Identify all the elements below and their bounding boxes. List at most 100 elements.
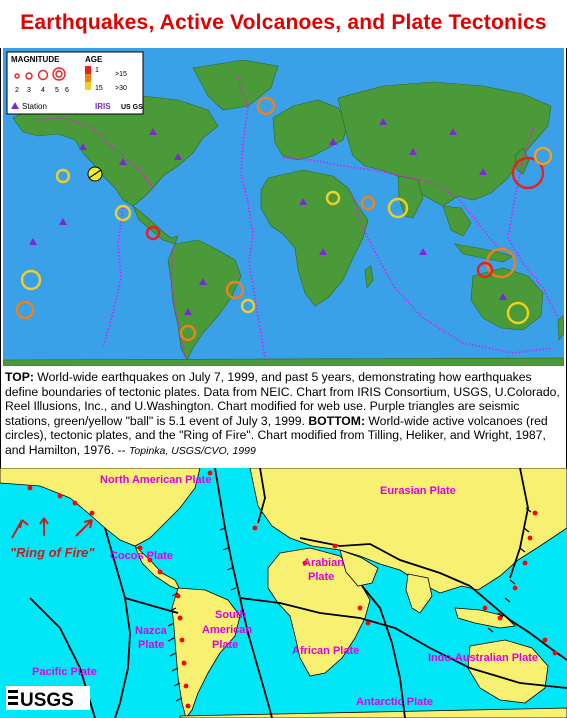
landmass-south-america bbox=[171, 587, 241, 718]
volcano-marker bbox=[302, 560, 308, 566]
legend-age-15: 15 bbox=[95, 85, 103, 92]
label-pacific-plate: Pacific Plate bbox=[32, 666, 97, 678]
volcano-marker bbox=[207, 470, 213, 476]
plate-boundary bbox=[469, 585, 567, 661]
volcano-marker bbox=[89, 510, 95, 516]
caption-bottom-text: World-wide active volcanoes (red circles… bbox=[5, 413, 548, 457]
legend-magnitude-2: 2 bbox=[15, 87, 19, 94]
volcano-marker bbox=[532, 510, 538, 516]
landmass-south-america bbox=[167, 239, 242, 361]
indian-ocean-ridge-quakes bbox=[352, 197, 554, 354]
earthquake-ring bbox=[533, 146, 553, 166]
caption-credit: Topinka, USGS/CVO, 1999 bbox=[128, 444, 256, 457]
label-cocos-plate: Cocos Plate bbox=[110, 550, 173, 562]
label-eurasian-plate: Eurasian Plate bbox=[380, 485, 456, 497]
earthquake-ring bbox=[511, 156, 545, 190]
station-marker bbox=[29, 238, 37, 245]
station-marker bbox=[499, 293, 507, 300]
plate-boundary bbox=[257, 468, 266, 524]
volcano-marker bbox=[137, 545, 143, 551]
station-marker bbox=[184, 308, 192, 315]
station-marker bbox=[199, 278, 207, 285]
legend-magnitude-4: 4 bbox=[41, 87, 45, 94]
label-nazca-plate-line1: Nazca bbox=[135, 625, 168, 637]
legend-magnitude-6: 6 bbox=[65, 87, 69, 94]
volcano-plate-map: North American Plate Eurasian Plate Arab… bbox=[0, 468, 567, 718]
legend-age-1: 1 bbox=[95, 67, 99, 74]
mid-atlantic-ridge-quakes bbox=[237, 77, 266, 359]
volcano-marker bbox=[181, 660, 187, 666]
earthquake-ring bbox=[20, 269, 42, 291]
plate-boundary bbox=[124, 597, 179, 614]
volcano-marker bbox=[57, 493, 63, 499]
july-3-event-ball bbox=[87, 166, 103, 182]
station-marker bbox=[299, 198, 307, 205]
landmass-australia bbox=[467, 639, 549, 704]
volcano-marker bbox=[185, 703, 191, 709]
landmass-indonesia bbox=[454, 243, 514, 263]
label-arabian-plate-line1: Arabian bbox=[303, 557, 344, 569]
volcano-marker bbox=[175, 593, 181, 599]
usgs-logo-text: USGS bbox=[20, 690, 74, 711]
station-marker bbox=[379, 118, 387, 125]
legend-magnitude-label: MAGNITUDE bbox=[11, 55, 60, 64]
earthquake-ring bbox=[225, 280, 245, 300]
station-marker bbox=[149, 128, 157, 135]
volcano-marker bbox=[482, 605, 488, 611]
earthquake-ring bbox=[240, 298, 256, 314]
landmass-japan bbox=[514, 147, 530, 175]
station-marker bbox=[419, 248, 427, 255]
earthquake-ring bbox=[114, 204, 132, 222]
plate-boundary bbox=[104, 527, 131, 718]
earthquake-ring bbox=[360, 195, 376, 211]
legend: MAGNITUDE AGE 2 3 4 5 6 1 >15 15 >30 Sta… bbox=[6, 51, 144, 115]
ring-of-fire-arrow bbox=[39, 517, 49, 536]
caption-bottom-heading: BOTTOM: bbox=[308, 413, 366, 428]
landmass-africa bbox=[260, 169, 369, 307]
plate-boundary bbox=[361, 585, 406, 718]
volcano-marker bbox=[512, 585, 518, 591]
earthquake-ring bbox=[476, 261, 494, 279]
volcano-marker bbox=[332, 543, 338, 549]
page-title: Earthquakes, Active Volcanoes, and Plate… bbox=[20, 11, 547, 34]
subduction-ticks bbox=[219, 527, 237, 591]
legend-station-label: Station bbox=[22, 102, 47, 111]
landmass-australia bbox=[470, 267, 544, 331]
volcano-marker bbox=[357, 605, 363, 611]
station-marker bbox=[119, 158, 127, 165]
station-marker bbox=[79, 143, 87, 150]
volcano-marker bbox=[542, 637, 548, 643]
station-marker bbox=[59, 218, 67, 225]
volcano-marker bbox=[147, 557, 153, 563]
landmass-north-america bbox=[0, 468, 201, 547]
earthquake-ring bbox=[15, 300, 35, 320]
volcano-marker bbox=[365, 620, 371, 626]
landmass-antarctica-edge bbox=[3, 357, 564, 366]
earthquake-ring bbox=[55, 168, 71, 184]
station-marker bbox=[329, 138, 337, 145]
landmass-new-zealand bbox=[557, 315, 564, 341]
volcano-marker bbox=[522, 560, 528, 566]
ring-of-fire-arrow bbox=[11, 519, 29, 539]
pacific-rim-quakes bbox=[32, 117, 154, 189]
earthquake-ring bbox=[325, 190, 341, 206]
volcano-marker bbox=[177, 615, 183, 621]
earthquake-ring bbox=[256, 96, 276, 116]
volcano-marker bbox=[497, 615, 503, 621]
label-indo-australian-plate: Indo-Australian Plate bbox=[428, 652, 538, 664]
landmass-greenland bbox=[192, 59, 279, 111]
station-marker bbox=[409, 148, 417, 155]
landmass-antarctica bbox=[179, 707, 567, 718]
label-antarctic-plate: Antarctic Plate bbox=[356, 696, 433, 708]
station-marker bbox=[479, 168, 487, 175]
legend-magnitude-3: 3 bbox=[27, 87, 31, 94]
legend-magnitude-5: 5 bbox=[55, 87, 59, 94]
landmass-india bbox=[405, 573, 433, 614]
legend-age-label: AGE bbox=[85, 55, 103, 64]
label-nazca-plate-line2: Plate bbox=[138, 639, 164, 651]
subduction-ticks bbox=[167, 592, 183, 702]
landmass-asia bbox=[337, 81, 552, 207]
legend-iris-logo: IRIS bbox=[95, 102, 111, 111]
page-title-bar: Earthquakes, Active Volcanoes, and Plate… bbox=[0, 0, 567, 48]
earthquake-ring bbox=[506, 301, 530, 325]
